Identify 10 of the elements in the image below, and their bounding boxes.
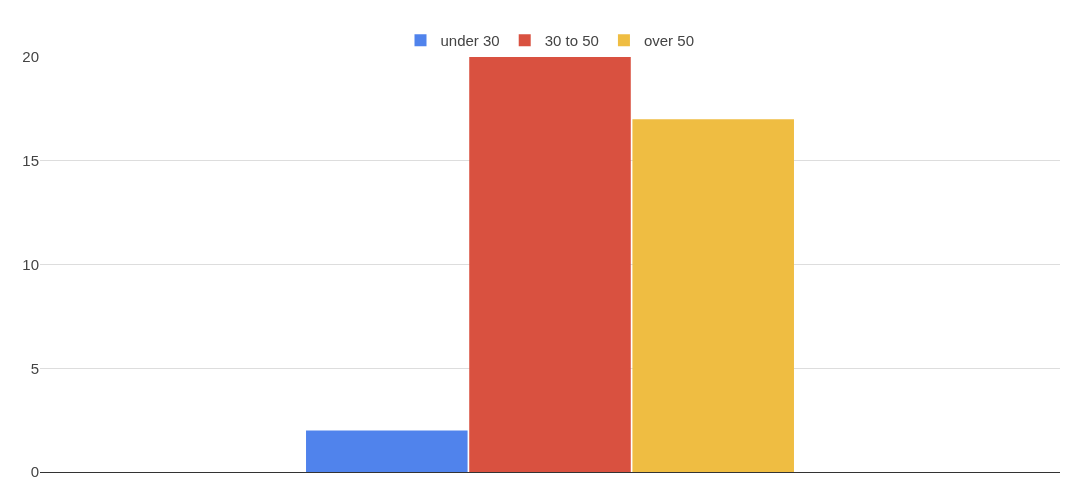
y-tick-label: 0	[30, 463, 39, 481]
y-tick-label: 10	[22, 255, 39, 273]
y-tick-label: 20	[22, 48, 39, 66]
legend-label: over 50	[643, 32, 694, 50]
y-tick-label: 5	[30, 359, 39, 377]
legend-label: 30 to 50	[544, 32, 599, 50]
legend-label: under 30	[440, 32, 500, 50]
bar	[632, 119, 794, 472]
y-tick-label: 15	[22, 152, 39, 169]
bar	[306, 430, 468, 472]
